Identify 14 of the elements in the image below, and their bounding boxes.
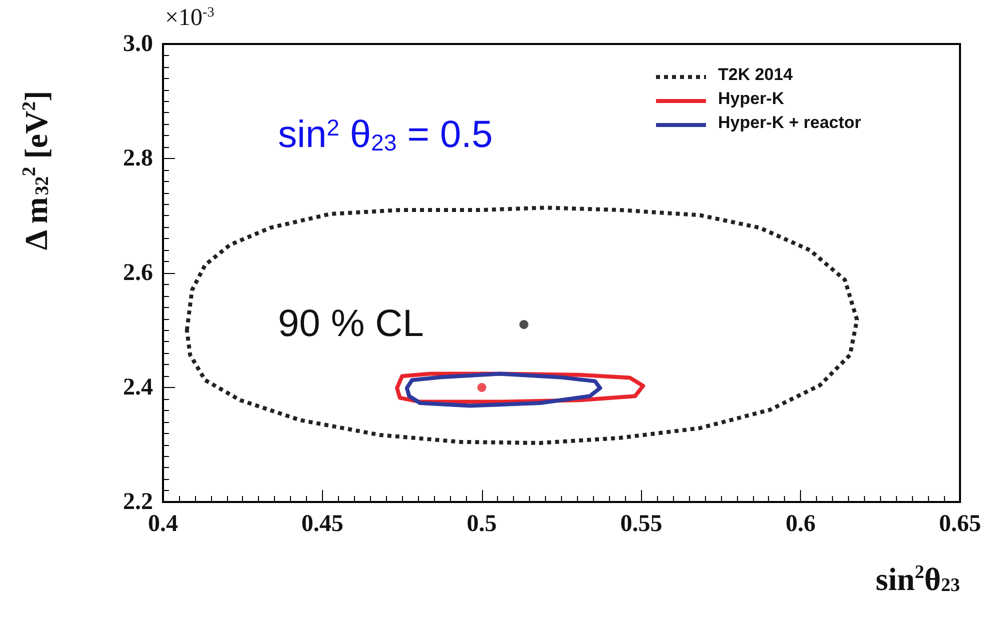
- annotation: T2K 2014: [718, 65, 794, 84]
- x-tick-label: 0.5: [466, 511, 497, 537]
- annotation: Hyper-K + reactor: [718, 113, 862, 132]
- x-tick-label: 0.45: [301, 511, 344, 537]
- y-tick-label: 3.0: [123, 31, 153, 57]
- annotation: 90 % CL: [278, 303, 424, 345]
- y-tick-label: 2.6: [123, 260, 153, 286]
- x-tick-label: 0.65: [939, 511, 981, 537]
- y-axis-title: Δ m322 [eV2]: [18, 90, 54, 250]
- y-tick-label: 2.4: [123, 374, 153, 400]
- annotation: Hyper-K: [718, 89, 785, 108]
- y-tick-label: 2.8: [123, 146, 153, 172]
- x-tick-label: 0.55: [620, 511, 662, 537]
- x-tick-label: 0.6: [786, 511, 816, 537]
